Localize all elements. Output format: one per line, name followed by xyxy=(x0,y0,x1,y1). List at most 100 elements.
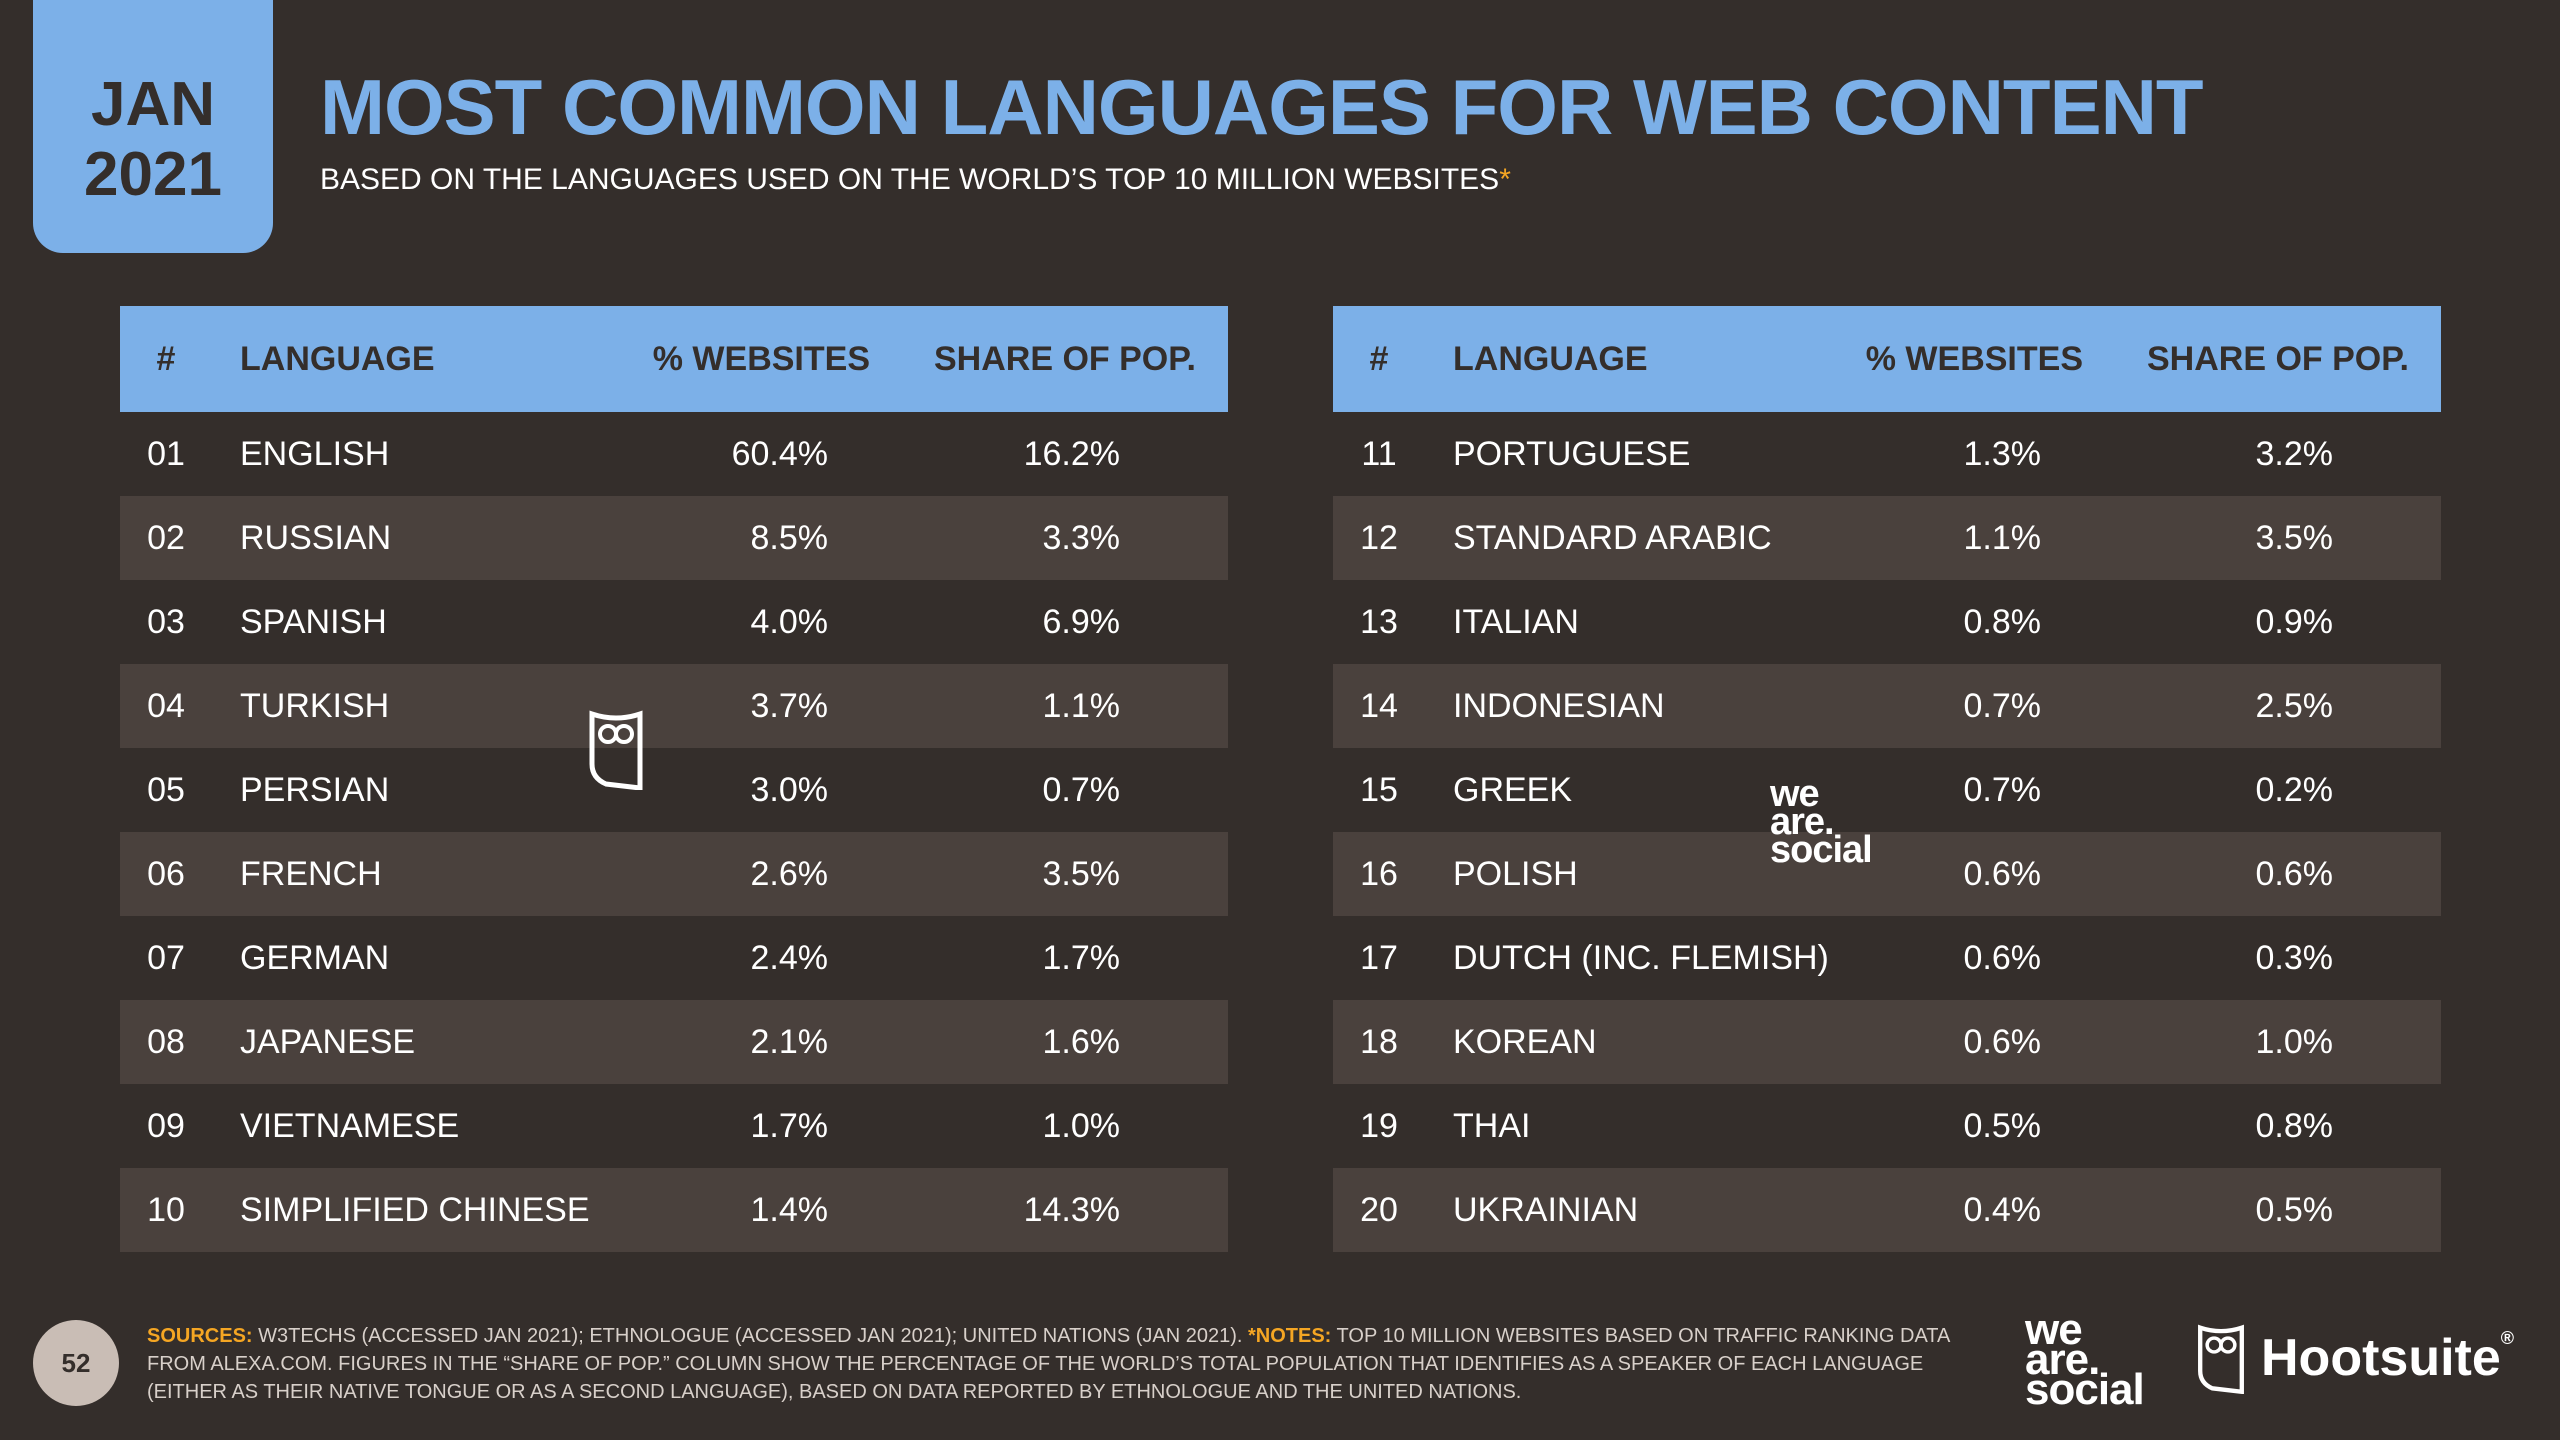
row-websites: 0.7% xyxy=(1963,770,2042,809)
table-row: 02 RUSSIAN 8.5% 3.3% xyxy=(120,496,1228,580)
header-rank: # xyxy=(156,339,176,378)
row-language: KOREAN xyxy=(1453,1022,1597,1061)
row-rank: 06 xyxy=(147,854,185,893)
header-websites: % WEBSITES xyxy=(1865,339,2083,378)
row-share: 0.2% xyxy=(2255,770,2334,809)
row-share: 1.0% xyxy=(1042,1106,1121,1145)
row-rank: 13 xyxy=(1360,602,1398,641)
row-rank: 10 xyxy=(147,1190,185,1229)
table-row: 14 INDONESIAN 0.7% 2.5% xyxy=(1333,664,2441,748)
row-language: THAI xyxy=(1453,1106,1531,1145)
row-language: PERSIAN xyxy=(240,770,390,809)
row-rank: 04 xyxy=(147,686,185,725)
row-websites: 0.6% xyxy=(1963,854,2042,893)
row-language: GERMAN xyxy=(240,938,390,977)
row-rank: 17 xyxy=(1360,938,1398,977)
row-language: JAPANESE xyxy=(240,1022,416,1061)
row-language: DUTCH (INC. FLEMISH) xyxy=(1453,938,1829,977)
row-share: 1.7% xyxy=(1042,938,1121,977)
row-websites: 0.5% xyxy=(1963,1106,2042,1145)
page-subtitle: BASED ON THE LANGUAGES USED ON THE WORLD… xyxy=(320,163,1511,197)
badge-month: JAN xyxy=(90,70,216,139)
table-row: 08 JAPANESE 2.1% 1.6% xyxy=(120,1000,1228,1084)
row-rank: 11 xyxy=(1361,434,1397,473)
notes-label: *NOTES: xyxy=(1248,1325,1332,1347)
subtitle-asterisk: * xyxy=(1499,163,1511,196)
header-language: LANGUAGE xyxy=(1453,339,1648,378)
table-row: 18 KOREAN 0.6% 1.0% xyxy=(1333,1000,2441,1084)
row-language: INDONESIAN xyxy=(1453,686,1665,725)
row-share: 0.5% xyxy=(2255,1190,2334,1229)
sources-label: SOURCES: xyxy=(147,1325,253,1347)
row-language: PORTUGUESE xyxy=(1453,434,1691,473)
sources-text: W3TECHS (ACCESSED JAN 2021); ETHNOLOGUE … xyxy=(252,1325,1248,1347)
row-websites: 0.6% xyxy=(1963,938,2042,977)
row-language: FRENCH xyxy=(240,854,382,893)
row-websites: 3.0% xyxy=(750,770,829,809)
row-share: 0.9% xyxy=(2255,602,2334,641)
row-rank: 01 xyxy=(147,434,185,473)
row-websites: 2.1% xyxy=(750,1022,829,1061)
row-share: 3.3% xyxy=(1042,518,1121,557)
row-language: TURKISH xyxy=(240,686,390,725)
table-row: 17 DUTCH (INC. FLEMISH) 0.6% 0.3% xyxy=(1333,916,2441,1000)
table-row: 06 FRENCH 2.6% 3.5% xyxy=(120,832,1228,916)
row-language: VIETNAMESE xyxy=(240,1106,460,1145)
row-language: SIMPLIFIED CHINESE xyxy=(240,1190,590,1229)
row-language: UKRAINIAN xyxy=(1453,1190,1639,1229)
hootsuite-logo: Hootsuite® xyxy=(2195,1322,2514,1394)
row-websites: 2.6% xyxy=(750,854,829,893)
row-websites: 1.7% xyxy=(750,1106,829,1145)
row-language: ITALIAN xyxy=(1453,602,1579,641)
row-share: 0.6% xyxy=(2255,854,2334,893)
date-badge: JAN 2021 xyxy=(33,0,273,253)
row-share: 6.9% xyxy=(1042,602,1121,641)
logo-was-line-3: social xyxy=(2025,1365,2145,1414)
row-language: RUSSIAN xyxy=(240,518,392,557)
row-websites: 2.4% xyxy=(750,938,829,977)
row-websites: 1.1% xyxy=(1963,518,2042,557)
row-share: 3.2% xyxy=(2255,434,2334,473)
header-rank: # xyxy=(1369,339,1389,378)
we-are-social-logo: we are. social xyxy=(2025,1308,2145,1414)
row-websites: 1.4% xyxy=(750,1190,829,1229)
row-language: SPANISH xyxy=(240,602,387,641)
table-row: 07 GERMAN 2.4% 1.7% xyxy=(120,916,1228,1000)
row-rank: 14 xyxy=(1360,686,1398,725)
hootsuite-owl-watermark-icon xyxy=(589,710,643,790)
row-websites: 0.6% xyxy=(1963,1022,2042,1061)
badge-year: 2021 xyxy=(84,140,222,209)
row-rank: 12 xyxy=(1360,518,1398,557)
notes-text: TOP 10 MILLION WEBSITES BASED ON TRAFFIC… xyxy=(147,1325,1950,1403)
header-websites: % WEBSITES xyxy=(652,339,870,378)
row-websites: 4.0% xyxy=(750,602,829,641)
watermark-line-3: social xyxy=(1770,829,1873,871)
row-share: 16.2% xyxy=(1023,434,1120,473)
row-share: 2.5% xyxy=(2255,686,2334,725)
registered-mark: ® xyxy=(2500,1328,2515,1348)
table-row: 09 VIETNAMESE 1.7% 1.0% xyxy=(120,1084,1228,1168)
languages-table-right: # LANGUAGE % WEBSITES SHARE OF POP. 11 PO… xyxy=(1333,306,2441,1252)
header-share: SHARE OF POP. xyxy=(934,339,1196,378)
header-language: LANGUAGE xyxy=(240,339,435,378)
table-row: 05 PERSIAN 3.0% 0.7% xyxy=(120,748,1228,832)
table-row: 15 GREEK 0.7% 0.2% xyxy=(1333,748,2441,832)
row-language: STANDARD ARABIC xyxy=(1453,518,1772,557)
subtitle-text: BASED ON THE LANGUAGES USED ON THE WORLD… xyxy=(320,163,1500,196)
table-header: # LANGUAGE % WEBSITES SHARE OF POP. xyxy=(1333,306,2441,412)
hootsuite-name: Hootsuite xyxy=(2261,1329,2501,1387)
row-rank: 08 xyxy=(147,1022,185,1061)
table-row: 16 POLISH 0.6% 0.6% xyxy=(1333,832,2441,916)
header-share: SHARE OF POP. xyxy=(2147,339,2409,378)
row-share: 1.6% xyxy=(1042,1022,1121,1061)
logo-was-line-2: are. xyxy=(2025,1335,2100,1384)
watermark-line-1: we xyxy=(1770,773,1820,815)
footnote: SOURCES: W3TECHS (ACCESSED JAN 2021); ET… xyxy=(147,1322,1997,1406)
table-row: 19 THAI 0.5% 0.8% xyxy=(1333,1084,2441,1168)
row-share: 0.7% xyxy=(1042,770,1121,809)
row-rank: 19 xyxy=(1360,1106,1398,1145)
row-rank: 07 xyxy=(147,938,185,977)
row-share: 1.1% xyxy=(1042,686,1121,725)
row-rank: 09 xyxy=(147,1106,185,1145)
page-title: MOST COMMON LANGUAGES FOR WEB CONTENT xyxy=(320,63,2204,151)
